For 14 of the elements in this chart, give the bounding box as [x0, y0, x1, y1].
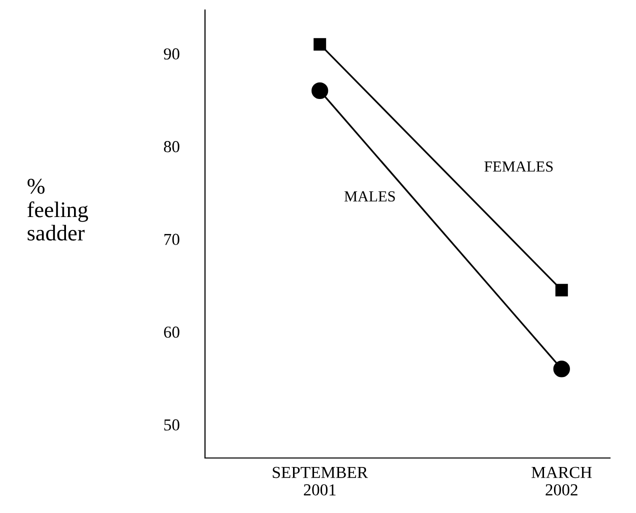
y-axis-title: % feeling sadder — [27, 178, 88, 241]
point — [555, 284, 568, 296]
series-label: FEMALES — [484, 161, 553, 172]
point — [553, 360, 570, 378]
x-tick-label: SEPTEMBER 2001 — [272, 466, 368, 496]
series-label: MALES — [344, 191, 395, 202]
y-tick-label: 90 — [164, 48, 180, 60]
y-tick-label: 80 — [164, 141, 180, 152]
x-tick-label: MARCH 2002 — [532, 466, 592, 496]
y-tick-label: 60 — [164, 326, 180, 338]
y-tick-label: 50 — [164, 419, 180, 431]
point — [312, 82, 328, 100]
y-tick-label: 70 — [164, 234, 180, 246]
point — [314, 38, 326, 51]
